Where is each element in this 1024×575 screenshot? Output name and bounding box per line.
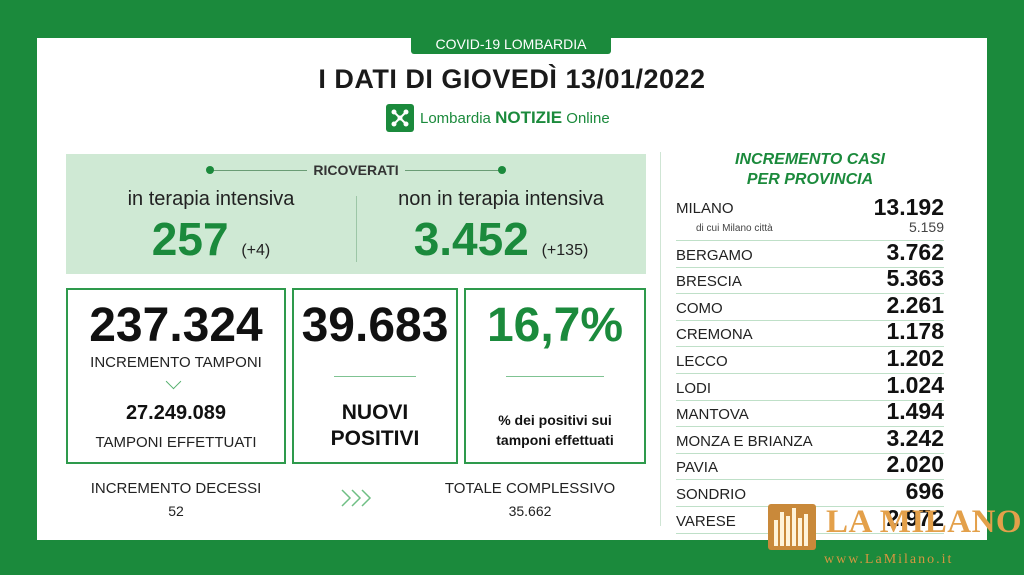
province-list: MILANO 13.192 di cui Milano città 5.159 … (676, 194, 944, 534)
province-row: LECCO 1.202 (676, 344, 944, 374)
decessi-value: 52 (168, 503, 184, 519)
watermark-url: www.LaMilano.it (824, 552, 954, 567)
province-name: LECCO (676, 352, 728, 370)
brand-bold: NOTIZIE (495, 108, 563, 127)
positivi-rule (334, 376, 416, 377)
city-value: 5.159 (908, 219, 944, 235)
watermark: LA MILANO www.LaMilano.it (768, 500, 1024, 575)
city-label: di cui Milano città (696, 223, 773, 234)
totale-block: TOTALE COMPLESSIVO 35.662 (420, 480, 640, 519)
tamponi-increment-value: 237.324 (89, 299, 263, 352)
intensive-value: 257 (151, 213, 229, 265)
positivi-label-2: POSITIVI (330, 427, 420, 450)
positivi-label-1: NUOVI (341, 401, 409, 424)
province-name: LODI (676, 379, 712, 397)
totale-label: TOTALE COMPLESSIVO (444, 480, 616, 497)
non-intensive-delta: (+135) (541, 242, 589, 259)
intensive-label: in terapia intensiva (127, 188, 295, 210)
positivi-box: 39.683 NUOVI POSITIVI (292, 288, 458, 464)
decessi-block: INCREMENTO DECESSI 52 (66, 480, 286, 519)
percentuale-value: 16,7% (486, 299, 624, 352)
province-value: 1.494 (886, 398, 944, 425)
page-title: I DATI DI GIOVEDÌ 13/01/2022 (318, 64, 706, 94)
province-value: 2.261 (886, 291, 944, 318)
province-row: MONZA E BRIANZA 3.242 (676, 424, 944, 454)
province-value: 3.242 (886, 424, 944, 451)
non-intensive-value: 3.452 (413, 213, 529, 265)
percentuale-label-2: tamponi effettuati (496, 432, 614, 448)
column-divider (660, 152, 661, 526)
chevrons-right-icon (341, 489, 372, 507)
province-name: MONZA E BRIANZA (676, 432, 813, 450)
brand-plain: Lombardia (420, 110, 491, 127)
totale-value: 35.662 (508, 503, 552, 519)
percentuale-label-1: % dei positivi sui (498, 412, 612, 428)
province-row: BERGAMO 3.762 (676, 238, 944, 268)
percentuale-box: 16,7% % dei positivi sui tamponi effettu… (464, 288, 646, 464)
tamponi-increment-label: INCREMENTO TAMPONI (90, 354, 262, 371)
province-title-2: PER PROVINCIA (746, 171, 874, 188)
tamponi-total-label: TAMPONI EFFETTUATI (95, 434, 257, 451)
lombardia-logo-icon (386, 104, 414, 132)
province-value: 3.762 (886, 238, 944, 265)
ricoverati-divider (356, 196, 357, 262)
province-value: 5.363 (886, 265, 944, 292)
province-value: 1.202 (886, 344, 944, 371)
province-value: 696 (905, 477, 944, 504)
province-row: PAVIA 2.020 (676, 451, 944, 481)
province-row: CREMONA 1.178 (676, 318, 944, 348)
province-value: 2.972 (886, 504, 944, 531)
province-name: MANTOVA (676, 406, 749, 424)
province-name: CREMONA (676, 326, 753, 344)
province-row: BRESCIA 5.363 (676, 265, 944, 295)
province-name: PAVIA (676, 459, 718, 477)
chevron-down-icon (165, 373, 182, 390)
header-dot-left (206, 166, 214, 174)
percentuale-rule (506, 376, 604, 377)
decessi-label: INCREMENTO DECESSI (90, 480, 262, 497)
intensive-block: in terapia intensiva 257 (+4) (66, 188, 356, 279)
province-name: BERGAMO (676, 246, 753, 264)
province-row: COMO 2.261 (676, 291, 944, 321)
la-milano-logo-icon (768, 504, 816, 550)
brand-name: Lombardia NOTIZIE Online (420, 108, 610, 128)
header-dot-right (498, 166, 506, 174)
province-value: 2.020 (886, 451, 944, 478)
province-name: BRESCIA (676, 273, 742, 291)
province-name: MILANO (676, 200, 734, 217)
brand-suffix: Online (566, 110, 610, 127)
region-badge: COVID-19 LOMBARDIA (411, 34, 611, 54)
ricoverati-panel: RICOVERATI in terapia intensiva 257 (+4)… (66, 154, 646, 274)
ricoverati-header: RICOVERATI (66, 160, 646, 180)
intensive-delta: (+4) (241, 242, 271, 259)
tamponi-box: 237.324 INCREMENTO TAMPONI 27.249.089 TA… (66, 288, 286, 464)
province-row: MANTOVA 1.494 (676, 398, 944, 428)
province-row-milano: MILANO 13.192 di cui Milano città 5.159 (676, 194, 944, 241)
watermark-title: LA MILANO (826, 504, 1023, 540)
province-title: INCREMENTO CASI PER PROVINCIA (670, 150, 950, 190)
province-value: 1.024 (886, 371, 944, 398)
ricoverati-label: RICOVERATI (307, 162, 405, 178)
province-row: LODI 1.024 (676, 371, 944, 401)
brand-logo-row: Lombardia NOTIZIE Online (386, 103, 610, 133)
province-name: SONDRIO (676, 485, 747, 503)
province-value: 1.178 (886, 318, 944, 345)
province-title-1: INCREMENTO CASI (735, 151, 885, 168)
positivi-value: 39.683 (301, 299, 449, 352)
province-value: 13.192 (873, 194, 944, 220)
province-name: COMO (676, 299, 723, 317)
non-intensive-block: non in terapia intensiva 3.452 (+135) (356, 188, 646, 279)
tamponi-total-value: 27.249.089 (125, 402, 227, 424)
non-intensive-label: non in terapia intensiva (398, 188, 604, 210)
province-name: VARESE (676, 512, 736, 530)
